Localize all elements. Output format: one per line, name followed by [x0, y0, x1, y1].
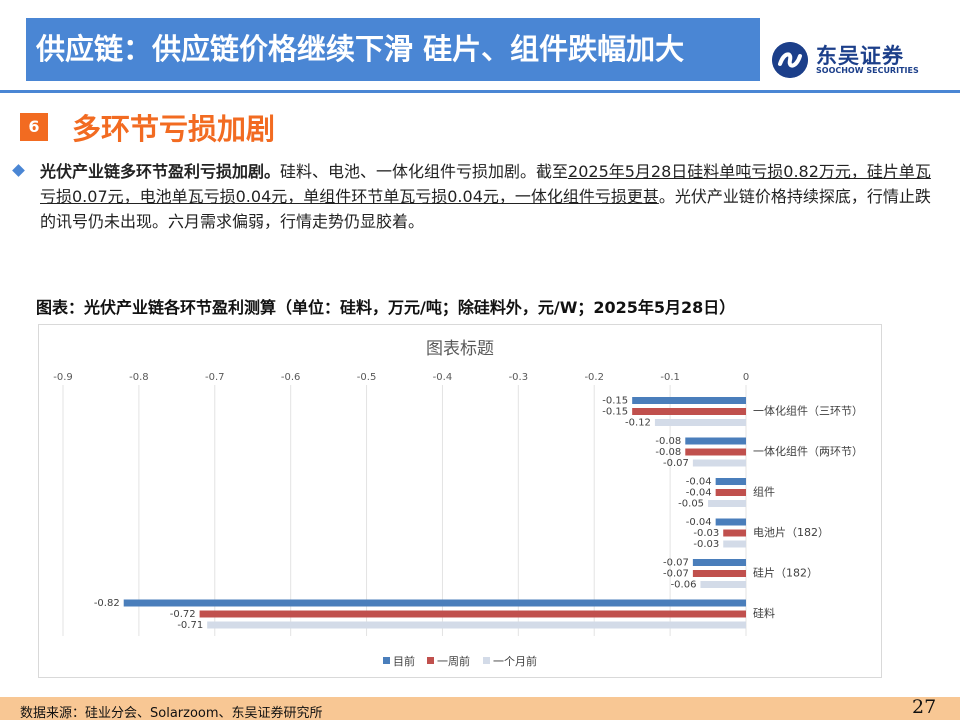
- data-label: -0.08: [655, 447, 681, 458]
- paragraph-text-2: 。光伏产业链价格持续探底，行情止跌的讯号仍未出现。六月需求偏弱，行情走势仍显胶着…: [40, 187, 931, 231]
- bar: [692, 559, 746, 566]
- bar: [715, 478, 746, 485]
- data-label: -0.72: [170, 609, 196, 620]
- x-tick-label: -0.6: [281, 372, 301, 383]
- bar: [685, 448, 746, 456]
- bar: [685, 437, 746, 445]
- bar: [199, 610, 747, 618]
- bar: [632, 408, 746, 415]
- x-tick-label: -0.7: [205, 372, 225, 383]
- legend-swatch: [427, 657, 434, 664]
- x-tick-label: -0.1: [660, 372, 680, 383]
- page-number: 27: [912, 696, 937, 718]
- data-label: -0.04: [686, 517, 712, 528]
- category-label: 电池片（182）: [753, 526, 829, 539]
- legend-entry: 目前: [393, 654, 415, 668]
- legend-swatch: [483, 657, 490, 664]
- bar: [654, 419, 746, 426]
- data-label: -0.06: [671, 580, 697, 591]
- section-number: 6: [20, 113, 48, 141]
- category-label: 一体化组件（三环节）: [753, 404, 863, 418]
- x-tick-label: -0.3: [509, 372, 529, 383]
- footer-bar: [0, 697, 960, 720]
- logo-text-cn: 东吴证券: [816, 44, 904, 68]
- bar: [692, 459, 746, 467]
- data-label: -0.71: [177, 620, 203, 631]
- data-label: -0.15: [602, 396, 628, 407]
- data-label: -0.04: [686, 477, 712, 488]
- x-tick-label: -0.2: [584, 372, 604, 383]
- bar: [632, 397, 746, 404]
- section-title: 多环节亏损加剧: [72, 112, 276, 146]
- data-label: -0.07: [663, 458, 689, 469]
- data-label: -0.15: [602, 407, 628, 418]
- data-label: -0.07: [663, 558, 689, 569]
- data-source: 数据来源：硅业分会、Solarzoom、东吴证券研究所: [20, 706, 323, 721]
- data-label: -0.12: [625, 418, 651, 429]
- brand-logo: 东吴证券 SOOCHOW SECURITIES: [772, 40, 942, 80]
- bar: [700, 581, 746, 588]
- data-label: -0.04: [686, 488, 712, 499]
- chart-frame: [38, 324, 882, 678]
- legend-swatch: [383, 657, 390, 664]
- bar: [123, 599, 746, 607]
- x-tick-label: -0.5: [357, 372, 377, 383]
- bar: [723, 529, 746, 537]
- header-title: 供应链：供应链价格继续下滑 硅片、组件跌幅加大: [26, 18, 760, 81]
- paragraph-text-1: 硅料、电池、一体化组件亏损加剧。截至: [280, 162, 569, 181]
- logo-icon: [772, 42, 808, 78]
- summary-paragraph: 光伏产业链多环节盈利亏损加剧。硅料、电池、一体化组件亏损加剧。截至2025年5月…: [40, 159, 940, 234]
- logo-text-en: SOOCHOW SECURITIES: [816, 66, 919, 75]
- paragraph-underlined: 2025年5月28日硅料单吨亏损0.82万元，硅片单瓦亏损0.07元，电池单瓦亏…: [40, 162, 931, 206]
- figure-caption: 图表：光伏产业链各环节盈利测算（单位：硅料，万元/吨；除硅料外，元/W；2025…: [36, 298, 736, 317]
- x-tick-label: 0: [743, 372, 749, 383]
- data-label: -0.03: [693, 528, 719, 539]
- data-label: -0.82: [94, 598, 120, 609]
- bar: [708, 500, 746, 507]
- paragraph-lead: 光伏产业链多环节盈利亏损加剧。: [40, 162, 281, 181]
- x-tick-label: -0.9: [53, 372, 73, 383]
- bar: [715, 489, 746, 496]
- bar: [207, 621, 746, 629]
- data-label: -0.05: [678, 499, 704, 510]
- category-label: 硅片（182）: [753, 567, 818, 580]
- data-label: -0.03: [693, 539, 719, 550]
- category-label: 一体化组件（两环节）: [753, 444, 863, 458]
- data-label: -0.07: [663, 569, 689, 580]
- category-label: 组件: [753, 485, 775, 499]
- bar: [692, 570, 746, 577]
- legend-entry: 一个月前: [493, 654, 537, 668]
- bar: [723, 540, 746, 548]
- data-label: -0.08: [655, 436, 681, 447]
- legend-entry: 一周前: [437, 654, 470, 668]
- category-label: 硅料: [753, 606, 775, 620]
- chart-inner-title: 图表标题: [426, 339, 494, 359]
- x-tick-label: -0.8: [129, 372, 149, 383]
- bar: [715, 518, 746, 526]
- header-divider: [0, 90, 960, 93]
- x-tick-label: -0.4: [433, 372, 453, 383]
